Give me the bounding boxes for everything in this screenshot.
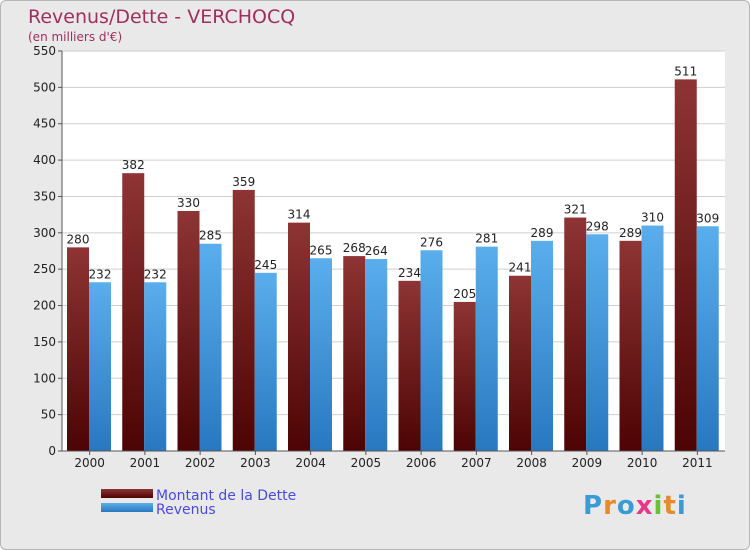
revenus-bar [310,258,332,451]
debt-bar [343,256,366,451]
debt-bar [509,275,531,451]
y-tick-label: 150 [33,335,56,349]
revenus-bar [531,240,553,451]
y-tick-label: 100 [33,371,56,385]
debt-bar [398,280,421,451]
debt-bar [288,222,310,451]
logo-letter: i [676,491,687,521]
debt-value-label: 330 [177,196,200,210]
revenus-value-label: 232 [89,267,112,281]
revenus-value-label: 245 [254,258,277,272]
x-tick-label: 2008 [516,456,547,470]
proxiti-logo: Proxiti [583,491,687,521]
debt-value-label: 241 [509,261,532,275]
revenus-value-label: 310 [641,211,664,225]
revenus-value-label: 309 [696,211,719,225]
debt-bar [564,217,587,451]
debt-bar [232,189,255,451]
debt-bar [177,211,200,451]
debt-value-label: 359 [232,175,255,189]
revenus-value-label: 232 [144,267,167,281]
debt-value-label: 289 [619,226,642,240]
revenus-bar [696,226,719,451]
legend-swatch-revenus [101,503,153,512]
logo-letter: x [635,491,654,521]
revenus-bar [89,282,111,451]
x-tick-label: 2011 [682,456,713,470]
revenus-value-label: 285 [199,229,222,243]
x-tick-label: 2007 [461,456,492,470]
plot-area [62,51,725,451]
x-tick-label: 2004 [295,456,326,470]
debt-value-label: 280 [67,232,90,246]
y-tick-label: 0 [48,444,56,458]
x-tick-label: 2006 [406,456,437,470]
chart-title: Revenus/Dette - VERCHOCQ [28,6,296,28]
revenus-value-label: 264 [365,244,388,258]
revenus-bar [586,234,609,451]
x-tick-label: 2000 [74,456,105,470]
logo-letter: i [653,491,664,521]
debt-bar [674,79,697,451]
debt-bar [67,247,89,451]
debt-value-label: 314 [288,208,311,222]
revenus-bar [641,225,664,451]
y-tick-label: 200 [33,299,56,313]
debt-bar [619,240,642,451]
revenus-bar [254,272,277,451]
logo-letter: P [583,491,604,521]
y-tick-label: 450 [33,117,56,131]
revenus-bar [420,250,443,451]
x-tick-label: 2010 [627,456,658,470]
debt-bar [453,301,476,451]
revenus-value-label: 281 [475,232,498,246]
debt-value-label: 268 [343,241,366,255]
legend-label-dette: Montant de la Dette [156,488,297,504]
revenus-value-label: 289 [531,226,554,240]
logo-letter: o [616,491,636,521]
debt-value-label: 234 [398,266,421,280]
revenus-value-label: 276 [420,235,443,249]
debt-value-label: 321 [564,203,587,217]
debt-bar [122,173,145,451]
revenus-value-label: 265 [310,243,333,257]
y-tick-label: 550 [33,44,56,58]
legend-label-revenus: Revenus [156,502,216,518]
x-tick-label: 2003 [240,456,271,470]
x-tick-label: 2009 [572,456,603,470]
logo-letter: t [663,491,677,521]
debt-value-label: 205 [453,287,476,301]
x-tick-label: 2002 [185,456,216,470]
revenus-bar [199,243,222,451]
revenus-bar [475,246,498,451]
y-tick-label: 350 [33,189,56,203]
chart-subtitle: (en milliers d'€) [28,30,123,44]
y-tick-label: 50 [41,408,56,422]
revenus-value-label: 298 [586,219,609,233]
revenus-bar [365,259,388,451]
x-tick-label: 2001 [130,456,161,470]
debt-value-label: 382 [122,158,145,172]
revenus-bar [144,282,167,451]
y-tick-label: 500 [33,80,56,94]
legend-swatch-dette [101,489,153,498]
debt-value-label: 511 [674,64,697,78]
y-tick-label: 300 [33,226,56,240]
y-tick-label: 250 [33,262,56,276]
x-tick-label: 2005 [351,456,382,470]
logo-letter: r [603,491,617,521]
y-tick-label: 400 [33,153,56,167]
